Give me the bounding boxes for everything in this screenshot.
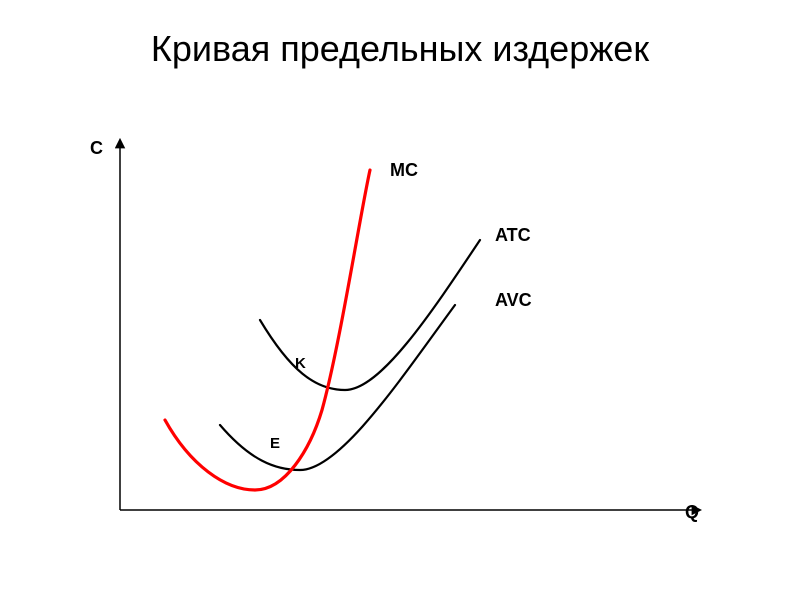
atc-label: ATC	[495, 225, 531, 246]
page-title: Кривая предельных издержек	[0, 28, 800, 70]
chart-svg	[60, 130, 760, 560]
cost-curves-chart	[60, 130, 760, 560]
slide: Кривая предельных издержек C Q MC ATC AV…	[0, 0, 800, 600]
x-axis-label: Q	[685, 502, 699, 523]
avc-label: AVC	[495, 290, 532, 311]
point-e-label: E	[270, 435, 280, 452]
y-axis-label: C	[90, 138, 103, 159]
point-k-label: K	[295, 355, 306, 372]
mc-label: MC	[390, 160, 418, 181]
